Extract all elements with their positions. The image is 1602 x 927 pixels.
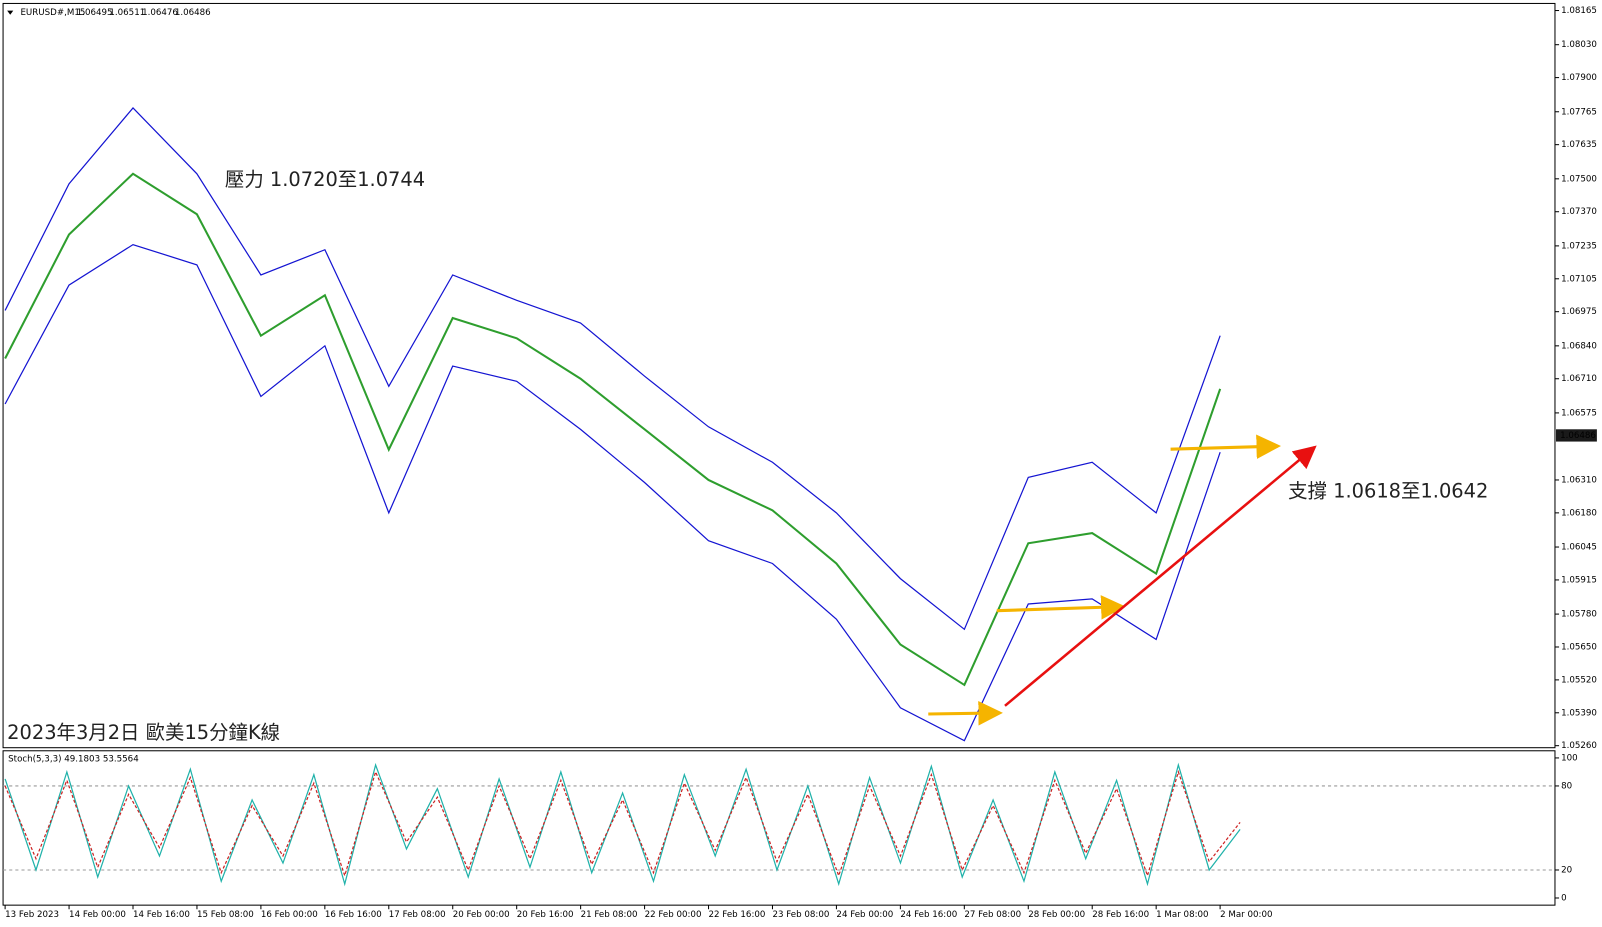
x-tick-label: 24 Feb 16:00 xyxy=(900,910,957,920)
arrow xyxy=(996,595,1126,620)
x-tick-label: 13 Feb 2023 xyxy=(5,910,59,920)
x-tick-label: 17 Feb 08:00 xyxy=(389,910,446,920)
menu-triangle xyxy=(7,10,14,15)
x-tick-label: 23 Feb 08:00 xyxy=(772,910,829,920)
open: 1.06495 xyxy=(77,8,113,18)
marks: 13 Feb 2023 14 Feb 00:00 14 Feb 16:00 15 Fe… xyxy=(3,6,1597,920)
x-tick-label: 20 Feb 16:00 xyxy=(517,910,574,920)
high: 1.06511 xyxy=(109,8,145,18)
y-tick-label: 1.06575 xyxy=(1561,408,1597,418)
x-tick-label: 24 Feb 00:00 xyxy=(836,910,893,920)
y-tick-label: 1.06975 xyxy=(1561,307,1597,317)
y-tick-label: 1.05260 xyxy=(1561,741,1597,751)
y-tick-label: 1.07370 xyxy=(1561,207,1597,217)
close: 1.06486 xyxy=(175,8,211,18)
series-line xyxy=(4,107,1221,631)
x-tick-label: 2 Mar 00:00 xyxy=(1220,910,1272,920)
x-tick-label: 28 Feb 16:00 xyxy=(1092,910,1149,920)
x-tick-label: 27 Feb 08:00 xyxy=(964,910,1021,920)
y-tick-label: 80 xyxy=(1561,781,1572,791)
y-tick-label: 0 xyxy=(1561,893,1567,903)
x-tick-label: 16 Feb 00:00 xyxy=(261,910,318,920)
series-line xyxy=(4,762,1241,887)
y-tick-label: 1.07500 xyxy=(1561,174,1597,184)
y-tick-label: 1.07235 xyxy=(1561,241,1597,251)
y-tick-label: 1.08165 xyxy=(1561,6,1597,16)
x-tick-label: 21 Feb 08:00 xyxy=(581,910,638,920)
y-tick-label: 1.05915 xyxy=(1561,575,1597,585)
y-tick-label: 1.08030 xyxy=(1561,40,1597,50)
y-tick-label: 1.07900 xyxy=(1561,73,1597,83)
y-tick-label: 1.06840 xyxy=(1561,341,1597,351)
x-tick-label: 16 Feb 16:00 xyxy=(325,910,382,920)
x-tick-label: 14 Feb 00:00 xyxy=(69,910,126,920)
x-tick-label: 15 Feb 08:00 xyxy=(197,910,254,920)
y-tick-label: 1.06310 xyxy=(1561,475,1597,485)
x-tick-label: 1 Mar 08:00 xyxy=(1156,910,1208,920)
arrow xyxy=(1004,445,1317,707)
y-tick-label: 1.07635 xyxy=(1561,140,1597,150)
series-line xyxy=(4,243,1221,742)
main-frame xyxy=(2,2,1556,749)
series-line xyxy=(4,172,1222,687)
x-tick-label: 28 Feb 00:00 xyxy=(1028,910,1085,920)
x-tick-label: 14 Feb 16:00 xyxy=(133,910,190,920)
current-price: 1.06486 xyxy=(1560,431,1596,441)
y-tick-label: 20 xyxy=(1561,865,1572,875)
y-tick-label: 100 xyxy=(1561,753,1578,763)
x-tick-label: 22 Feb 16:00 xyxy=(709,910,766,920)
annotation: 2023年3月2日 歐美15分鐘K線 xyxy=(7,721,280,744)
series-line xyxy=(4,769,1241,878)
symbol: EURUSD#,M15 xyxy=(20,8,85,18)
y-tick-label: 1.06180 xyxy=(1561,508,1597,518)
low: 1.06476 xyxy=(142,8,178,18)
y-tick-label: 1.05390 xyxy=(1561,708,1597,718)
y-tick-label: 1.07105 xyxy=(1561,274,1597,284)
y-tick-label: 1.05520 xyxy=(1561,675,1597,685)
x-tick-label: 22 Feb 00:00 xyxy=(645,910,702,920)
y-tick-label: 1.06710 xyxy=(1561,374,1597,384)
arrow xyxy=(928,700,1003,726)
y-tick-label: 1.07765 xyxy=(1561,107,1597,117)
stoch-title: Stoch(5,3,3) 49.1803 53.5564 xyxy=(8,754,139,764)
arrow xyxy=(1170,434,1281,459)
y-tick-label: 1.05780 xyxy=(1561,610,1597,620)
current-price-box xyxy=(1555,429,1597,442)
annotation: 壓力 1.0720至1.0744 xyxy=(225,168,425,191)
x-tick-label: 20 Feb 00:00 xyxy=(453,910,510,920)
y-tick-label: 1.05650 xyxy=(1561,642,1597,652)
annotation: 支撐 1.0618至1.0642 xyxy=(1288,480,1488,503)
stoch-frame xyxy=(2,750,1556,906)
y-tick-label: 1.06045 xyxy=(1561,543,1597,553)
